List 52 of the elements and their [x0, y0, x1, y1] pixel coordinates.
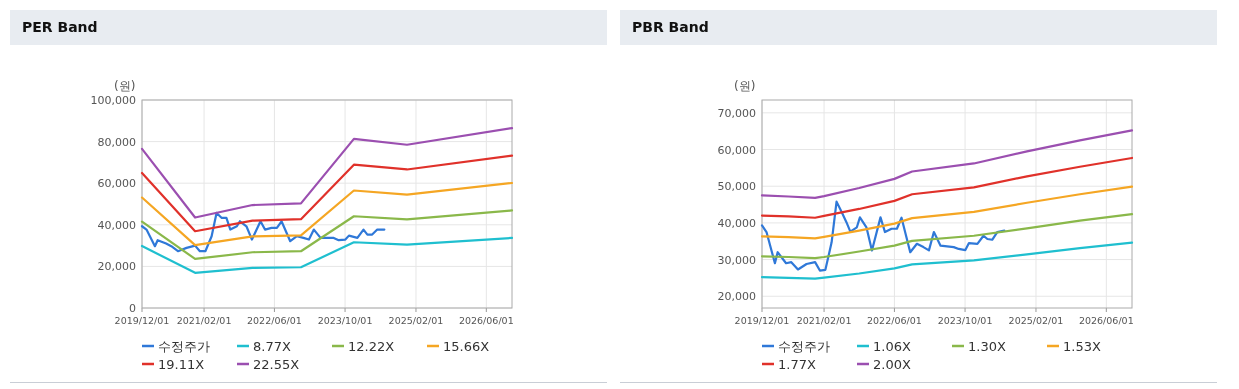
line-series [140, 126, 514, 219]
x-tick-label: 2025/02/01 [1008, 315, 1064, 326]
x-tick-label: 2019/12/01 [114, 315, 170, 326]
x-tick-label: 2022/06/01 [247, 315, 302, 326]
y-tick-label: 0 [129, 302, 136, 315]
line-series [140, 209, 514, 261]
legend-label: 수정주가 [778, 339, 830, 354]
y-tick-label: 30,000 [717, 253, 756, 267]
line-series [760, 156, 1134, 219]
y-tick-label: 80,000 [97, 135, 136, 149]
line-series [140, 181, 514, 247]
x-tick-label: 2021/02/01 [796, 315, 852, 326]
y-tick-label: 60,000 [97, 177, 136, 191]
line-series [140, 154, 514, 233]
chart-title: PER Band [10, 10, 607, 45]
y-tick-label: 50,000 [717, 180, 756, 194]
y-tick-label: 40,000 [717, 216, 756, 230]
y-tick-label: 20,000 [717, 290, 756, 304]
y-tick-label: 100,000 [90, 94, 136, 107]
line-series [140, 211, 386, 253]
x-tick-label: 2021/02/01 [176, 315, 232, 326]
line-series [760, 129, 1134, 200]
legend-label: 1.06X [873, 339, 911, 354]
legend-label: 15.66X [443, 339, 490, 354]
legend-label: 수정주가 [158, 339, 210, 354]
y-tick-label: 20,000 [97, 260, 136, 274]
legend-label: 1.53X [1063, 339, 1101, 354]
x-tick-label: 2026/06/01 [458, 315, 514, 326]
line-series [760, 200, 1006, 272]
legend-label: 8.77X [253, 339, 291, 354]
x-tick-label: 2023/10/01 [937, 315, 993, 326]
x-tick-label: 2025/02/01 [388, 315, 444, 326]
legend-label: 2.00X [873, 357, 911, 372]
x-tick-label: 2023/10/01 [317, 315, 373, 326]
line-series [760, 212, 1134, 260]
x-tick-label: 2019/12/01 [734, 315, 790, 326]
line-series [140, 236, 514, 274]
y-axis-title: (원) [114, 79, 136, 93]
legend-label: 12.22X [348, 339, 395, 354]
line-series [760, 241, 1134, 280]
x-tick-label: 2022/06/01 [867, 315, 922, 326]
y-axis-title: (원) [734, 79, 756, 93]
legend-label: 1.77X [778, 357, 816, 372]
y-tick-label: 70,000 [717, 106, 756, 120]
legend-label: 22.55X [253, 357, 300, 372]
legend-label: 19.11X [158, 357, 205, 372]
x-tick-label: 2026/06/01 [1078, 315, 1134, 326]
legend-label: 1.30X [968, 339, 1006, 354]
line-series [760, 185, 1134, 240]
y-tick-label: 40,000 [97, 218, 136, 232]
y-tick-label: 60,000 [717, 143, 756, 157]
chart-title: PBR Band [620, 10, 1217, 45]
